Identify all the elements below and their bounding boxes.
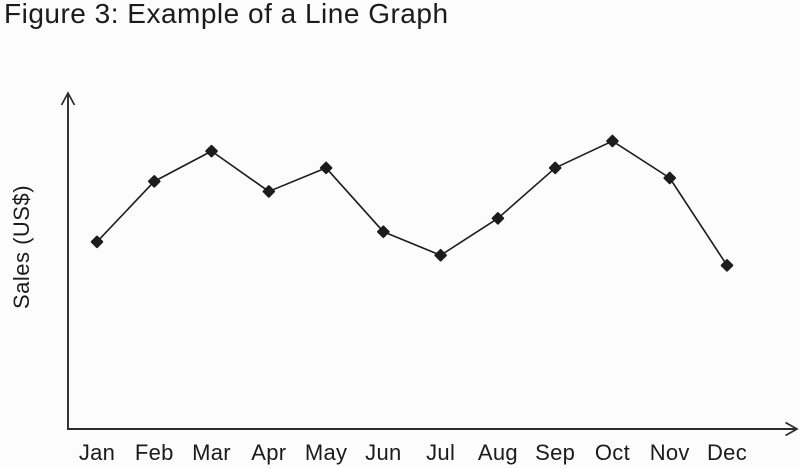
data-point-marker	[491, 212, 505, 225]
y-axis-arrow-icon	[60, 91, 76, 106]
x-axis-tick-label: Oct	[594, 440, 631, 465]
data-point-marker	[434, 248, 447, 262]
figure-title: Figure 3: Example of a Line Graph	[4, 0, 449, 29]
x-axis-tick-label: Jun	[365, 440, 402, 465]
data-point-marker	[606, 134, 619, 148]
x-axis-tick-label: Aug	[477, 440, 518, 465]
data-point-marker	[205, 144, 218, 158]
data-point-marker	[90, 235, 104, 249]
x-axis-tick-label: Mar	[192, 440, 231, 465]
data-point-marker	[720, 259, 734, 272]
x-axis-tick-label: Feb	[134, 440, 174, 465]
data-point-marker	[147, 175, 161, 188]
x-axis-tick-label: Jul	[426, 440, 456, 465]
data-point-marker	[319, 161, 333, 175]
x-axis-tick-label: Apr	[251, 440, 287, 465]
x-axis-tick-label: Sep	[535, 440, 576, 465]
x-axis-tick-label: Jan	[78, 440, 116, 465]
x-axis-tick-label: May	[304, 440, 348, 465]
data-point-marker	[377, 225, 390, 239]
data-point-marker	[548, 161, 562, 175]
data-point-marker	[663, 171, 677, 185]
x-axis-tick-label: Nov	[649, 440, 690, 465]
sales-line-series	[96, 140, 728, 266]
x-axis-tick-label: Dec	[706, 440, 748, 465]
x-axis-arrow-icon	[785, 421, 799, 437]
data-point-marker	[262, 185, 276, 198]
